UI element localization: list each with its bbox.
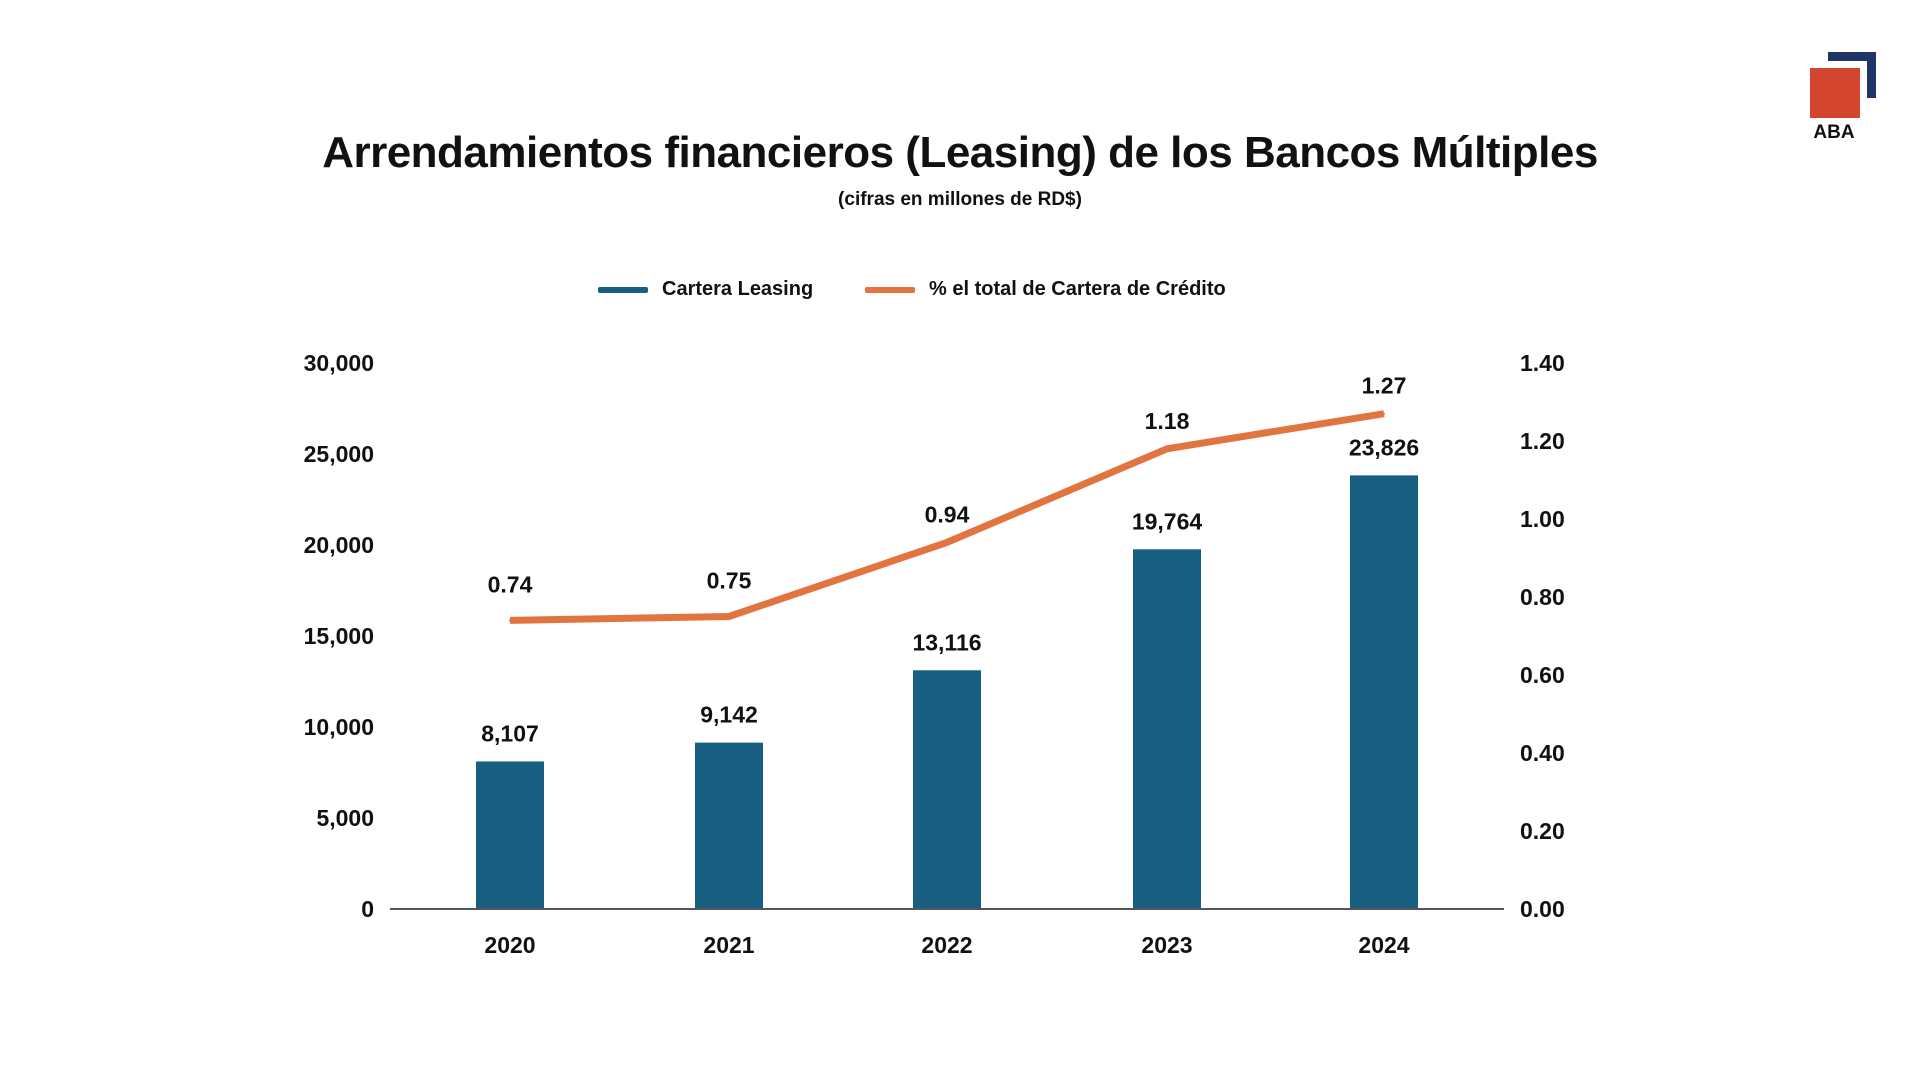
- line-data-label: 1.18: [1145, 408, 1190, 434]
- line-data-label: 0.75: [707, 568, 752, 594]
- legend-label: % el total de Cartera de Crédito: [929, 278, 1226, 300]
- y-right-tick-label: 1.00: [1520, 506, 1565, 532]
- line-data-label: 1.27: [1362, 373, 1407, 399]
- line-point-2021: [728, 615, 730, 618]
- y-right-tick-label: 0.20: [1520, 818, 1565, 844]
- x-tick-label: 2020: [484, 932, 535, 958]
- y-left-tick-label: 10,000: [304, 714, 374, 740]
- bar-2020: [476, 761, 544, 909]
- line-data-label: 0.74: [488, 571, 533, 597]
- legend-swatch-bar: [598, 286, 648, 293]
- bar-2023: [1133, 549, 1201, 909]
- svg-text:ABA: ABA: [1813, 122, 1854, 140]
- y-left-tick-label: 15,000: [304, 623, 374, 649]
- aba-logo: ABA: [1810, 52, 1876, 140]
- y-left-tick-label: 5,000: [316, 805, 374, 831]
- bar-data-label: 13,116: [912, 629, 981, 655]
- y-left-tick-label: 0: [361, 896, 374, 922]
- chart-subtitle: (cifras en millones de RD$): [838, 189, 1082, 210]
- chart-title: Arrendamientos financieros (Leasing) de …: [322, 128, 1598, 177]
- y-right-tick-label: 0.00: [1520, 896, 1565, 922]
- y-right-tick-label: 0.40: [1520, 740, 1565, 766]
- y-right-tick-label: 1.40: [1520, 350, 1565, 376]
- y-left-tick-label: 30,000: [304, 350, 374, 376]
- legend-label: Cartera Leasing: [662, 278, 814, 300]
- line-point-2024: [1383, 412, 1385, 415]
- x-tick-label: 2022: [921, 932, 972, 958]
- line-point-2023: [1166, 447, 1168, 450]
- x-tick-label: 2021: [703, 932, 754, 958]
- line-point-2022: [946, 541, 948, 544]
- legend-item-porcentaje: % el total de Cartera de Crédito: [865, 278, 1226, 301]
- y-left-tick-label: 20,000: [304, 532, 374, 558]
- bar-2024: [1350, 475, 1418, 909]
- y-right-tick-label: 0.80: [1520, 584, 1565, 610]
- line-point-2020: [509, 619, 511, 622]
- bar-data-label: 23,826: [1349, 434, 1419, 460]
- line-data-label: 0.94: [925, 501, 970, 527]
- y-left-tick-label: 25,000: [304, 441, 374, 467]
- bar-2022: [913, 670, 981, 909]
- y-right-tick-label: 1.20: [1520, 428, 1565, 454]
- legend-swatch-line: [865, 286, 915, 293]
- bar-2021: [695, 742, 763, 909]
- y-right-tick-label: 0.60: [1520, 662, 1565, 688]
- x-tick-label: 2024: [1358, 932, 1409, 958]
- bar-data-label: 9,142: [700, 702, 758, 728]
- legend-item-cartera-leasing: Cartera Leasing: [598, 278, 813, 301]
- bar-data-label: 19,764: [1132, 508, 1203, 534]
- x-tick-label: 2023: [1141, 932, 1192, 958]
- bar-data-label: 8,107: [481, 720, 539, 746]
